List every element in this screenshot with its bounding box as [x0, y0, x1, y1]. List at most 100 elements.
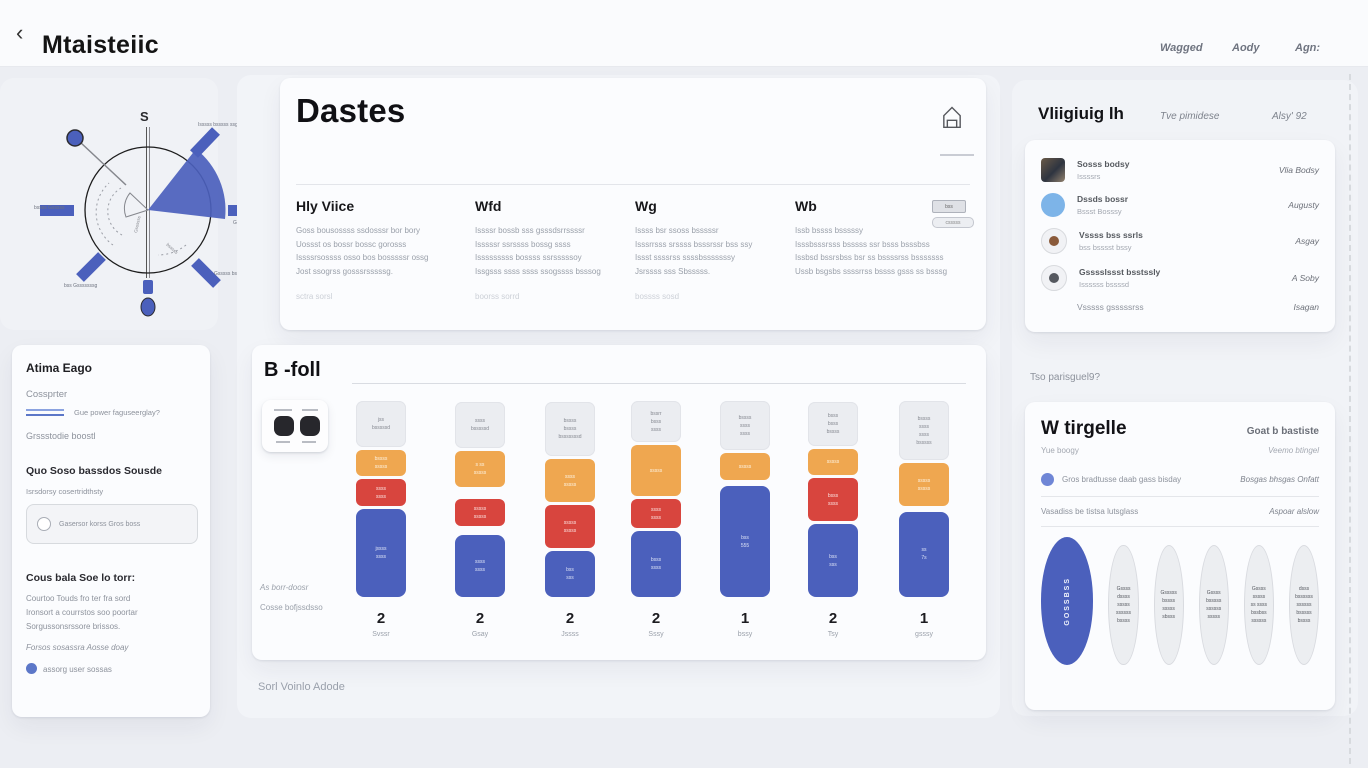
- compass-w-label: bssss Gsssss: [34, 205, 65, 211]
- bar-column-3: bssss bssss bsssssssd ssss sssss sssss s…: [545, 401, 595, 597]
- bar-7-segment-orange[interactable]: sssss sssss: [899, 463, 949, 506]
- bar-4-segment-orange[interactable]: sssss: [631, 445, 681, 496]
- ellipse-chip-selected[interactable]: GOSSBSS: [1041, 537, 1094, 665]
- bar-column-1: jss bsssssd bssss sssss ssss ssss jssss …: [356, 401, 406, 597]
- bar-7-header-card[interactable]: bssss ssss ssss bsssss: [899, 401, 949, 461]
- knob-icon[interactable]: [274, 416, 294, 436]
- column-1-footer-link[interactable]: sctra sorsl: [296, 292, 333, 301]
- bar-4-segment-red[interactable]: ssss ssss: [631, 499, 681, 528]
- column-3-footer-link[interactable]: bossss sosd: [635, 292, 680, 301]
- bar-1-segment-blue[interactable]: jssss ssss: [356, 509, 406, 597]
- badge-top[interactable]: bss: [932, 200, 966, 213]
- profile-body: Courtoo Touds fro ter fra sord Ironsort …: [26, 594, 138, 631]
- profile-italic-note: Forsos sosassra Aosse doay: [26, 643, 129, 652]
- bar-6-segment-red[interactable]: bsss ssss: [808, 478, 858, 521]
- goal-row-1-text: Gros bradtusse daab gass bisday: [1062, 475, 1182, 484]
- bar-4-label: Sssy: [648, 631, 664, 638]
- bar-4-header-card[interactable]: bssrr bsss ssss: [631, 401, 681, 442]
- avatar: [1041, 228, 1067, 254]
- avatar: [1041, 193, 1065, 217]
- bar-6-header-card[interactable]: bsss bsss bssss: [808, 402, 858, 446]
- ellipse-chip[interactable]: dsss bssssss ssssss bsssss bssss: [1288, 545, 1320, 665]
- ellipse-chip[interactable]: Gssss dssss sssss ssssss bssss: [1108, 545, 1139, 665]
- list-card-range[interactable]: Alsy' 92: [1272, 111, 1307, 122]
- bar-6-segment-blue[interactable]: bss sss: [808, 524, 858, 597]
- bar-5-label: bssy: [737, 631, 753, 638]
- column-2-body: Issssr bossb sss gsssdsrrssssr Isssssr s…: [475, 226, 601, 276]
- ellipse-chip[interactable]: Gssss sssss ss ssss bssbss ssssss: [1243, 545, 1274, 665]
- profile-card: Atima Eago Cossprter Gue power faguseerg…: [12, 345, 210, 717]
- bar-1-segment-red[interactable]: ssss ssss: [356, 478, 406, 507]
- badge-bottom[interactable]: csssss: [932, 217, 974, 228]
- compass-knob-icon[interactable]: [66, 129, 84, 147]
- ellipse-chip[interactable]: Gsssss bssss sssss sbsss: [1153, 545, 1184, 665]
- goal-row-2-value: Aspoar alslow: [1269, 507, 1319, 516]
- toggle-card: [262, 400, 328, 452]
- list-item[interactable]: Sosss bodsy Issssrs Vlia Bodsy: [1041, 158, 1319, 182]
- profile-legend-text: Gue power faguseerglay?: [74, 408, 160, 417]
- list-item-value: Isagan: [1293, 302, 1319, 312]
- bar-7-segment-blue[interactable]: ss 7s: [899, 511, 949, 597]
- knob-icon[interactable]: [300, 416, 320, 436]
- list-card-filter[interactable]: Tve pimidese: [1160, 111, 1220, 122]
- goal-row-1-value: Bosgas bhsgas Onfatt: [1240, 475, 1319, 484]
- chart-card: B -foll jss bsssssd bssss sssss ssss sss…: [252, 345, 986, 660]
- bar-1-header-card[interactable]: jss bsssssd: [356, 401, 406, 447]
- bar-2-value: 2: [475, 610, 485, 627]
- legend-lines-icon: [26, 406, 64, 419]
- bar-5-segment-orange[interactable]: sssss: [720, 453, 770, 480]
- nav-item-2[interactable]: Aody: [1232, 42, 1260, 54]
- profile-section2-sub: Isrsdorsy cosertridthsty: [26, 487, 104, 496]
- compass-chart: S Isssss bsssss ssg bsssss a bssss Gssss…: [34, 109, 262, 317]
- column-3-body: Issss bsr ssoss bsssssr Isssrrsss srssss…: [635, 226, 753, 276]
- list-item-name: Sosss bodsy: [1077, 159, 1130, 169]
- compass-se-label: Gsssss bsssss: [214, 271, 248, 277]
- ellipse-chip[interactable]: Gssss bsssss ssssss sssss: [1198, 545, 1229, 665]
- bar-1-segment-orange[interactable]: bssss sssss: [356, 449, 406, 476]
- list-item[interactable]: Vssss bss ssrls bss bsssst bssy Asgay: [1041, 228, 1319, 254]
- bar-2-segment-orange[interactable]: s ss sssss: [455, 451, 505, 487]
- bar-3-segment-blue[interactable]: bss sss: [545, 551, 595, 597]
- compass-bottom-knob-icon[interactable]: [140, 297, 156, 317]
- profile-section3-heading: Cous bala Soe lo torr:: [26, 572, 136, 584]
- radio-icon[interactable]: [37, 517, 51, 531]
- bar-2-segment-red[interactable]: sssss sssss: [455, 499, 505, 526]
- list-item-name: Dssds bossr: [1077, 194, 1129, 204]
- compass-wedge[interactable]: [148, 149, 226, 219]
- nav-item-1[interactable]: Wagged: [1160, 42, 1203, 54]
- bar-5-header-card[interactable]: bssss ssss ssss: [720, 401, 770, 450]
- goal-row-1[interactable]: Gros bradtusse daab gass bisday Bosgas b…: [1041, 473, 1319, 486]
- home-icon[interactable]: [938, 104, 966, 132]
- list-item-name: Gsssslssst bsstssly: [1079, 267, 1161, 277]
- bar-column-5: bssss ssss ssss sssss bss 555: [720, 401, 770, 597]
- top-bar: ‹ Mtaisteiic Wagged Aody Agn:: [0, 0, 1368, 67]
- bar-4-segment-blue[interactable]: bsss ssss: [631, 531, 681, 597]
- list-item-value: Augusty: [1288, 200, 1319, 210]
- scrollbar[interactable]: [1349, 74, 1351, 764]
- bar-1-label: Svssr: [372, 631, 390, 638]
- bar-6-segment-orange[interactable]: sssss: [808, 449, 858, 475]
- bar-3-segment-red[interactable]: sssss sssss: [545, 505, 595, 548]
- column-1-title: Hly Viice: [296, 198, 355, 214]
- bar-2-segment-blue[interactable]: ssss ssss: [455, 535, 505, 597]
- bar-5-segment-blue[interactable]: bss 555: [720, 486, 770, 597]
- list-item[interactable]: Vsssss gsssssrss Isagan: [1077, 302, 1319, 312]
- list-item-sub: bss bsssst bssy: [1079, 243, 1132, 252]
- profile-section2-heading: Quo Soso bassdos Sousde: [26, 465, 162, 477]
- goal-card-top-right[interactable]: Goat b bastiste: [1246, 426, 1319, 437]
- bar-2-header-card[interactable]: ssss bsssssd: [455, 402, 505, 448]
- profile-option[interactable]: Gasersor korss Gros boss: [26, 504, 198, 544]
- dastes-badges: bss csssss: [932, 200, 974, 228]
- bullet-dot-icon: [26, 663, 37, 674]
- list-item[interactable]: Gsssslssst bsstssly Issssss bssssd A Sob…: [1041, 265, 1319, 291]
- compass-ne-label: Isssss bsssss ssg bsssss: [198, 122, 255, 128]
- chart-title: B -foll: [264, 359, 321, 381]
- list-item-name: Vsssss gsssssrss: [1077, 302, 1144, 312]
- nav-item-3[interactable]: Agn:: [1295, 42, 1321, 54]
- list-item-sub: Issssrs: [1077, 172, 1101, 181]
- bar-3-header-card[interactable]: bssss bssss bsssssssd: [545, 402, 595, 456]
- list-item[interactable]: Dssds bossr Bssst Bosssy Augusty: [1041, 193, 1319, 217]
- bar-3-segment-orange[interactable]: ssss sssss: [545, 459, 595, 502]
- goal-row-2[interactable]: Vasadiss be tistsa lutsglass Aspoar alsl…: [1041, 507, 1319, 516]
- column-2-footer-link[interactable]: boorss sorrd: [475, 292, 520, 301]
